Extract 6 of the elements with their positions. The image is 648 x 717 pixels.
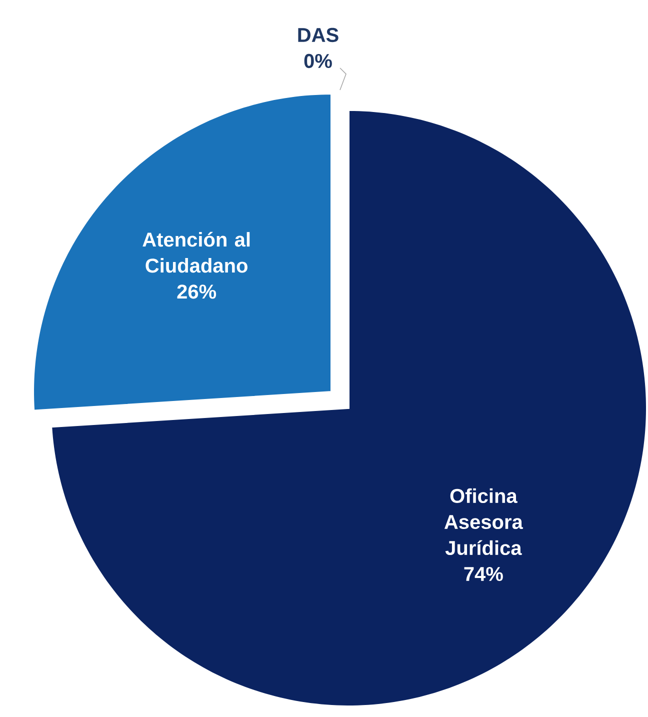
- data-label: 26%: [177, 284, 216, 299]
- data-label: 74%: [464, 566, 503, 582]
- slice-label: Atención al Ciudadano: [142, 232, 250, 273]
- slice-label: Oficina Asesora Jurídica: [444, 488, 524, 556]
- category-label: DAS: [298, 28, 338, 42]
- text: 0%: [304, 54, 332, 68]
